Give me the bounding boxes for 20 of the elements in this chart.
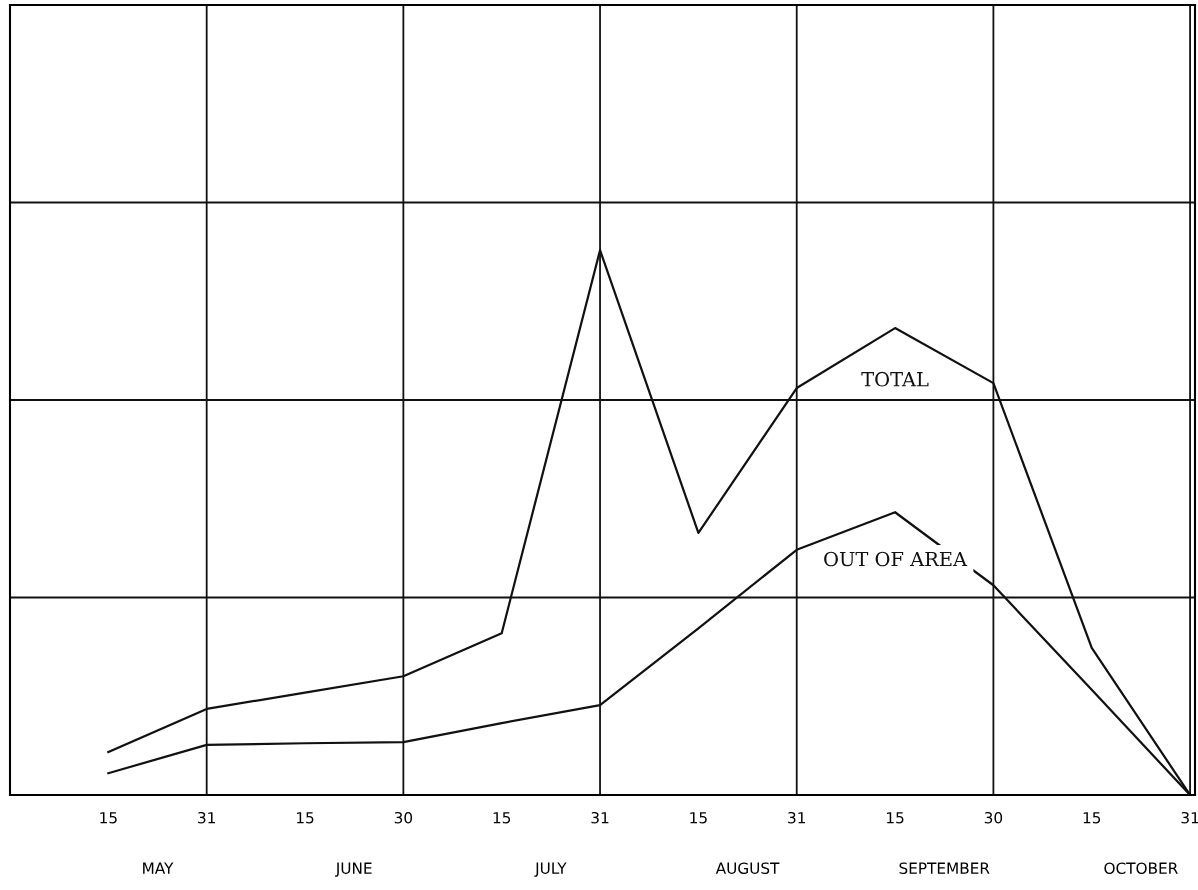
- text: SEPTEMBER: [899, 862, 990, 874]
- x-tick-label: 15: [690, 812, 707, 824]
- x-tick-label: 15: [887, 812, 904, 824]
- text: OCTOBER: [1104, 862, 1178, 874]
- series-label: TOTAL: [861, 371, 929, 387]
- x-tick-label: 15: [100, 812, 117, 824]
- x-tick-label: 30: [394, 811, 413, 824]
- x-tick-label: 30: [984, 811, 1003, 824]
- x-tick-label: 31: [788, 811, 806, 824]
- text: MAY: [143, 862, 174, 874]
- x-tick-label: 15: [1083, 812, 1101, 824]
- series-label: OUT OF AREA: [824, 551, 968, 567]
- text: JULY: [534, 862, 567, 877]
- x-tick-label: 15: [493, 812, 511, 824]
- x-tick-label: 15: [296, 812, 314, 824]
- x-tick-label: 31: [1181, 811, 1198, 824]
- text: JUNE: [335, 862, 372, 877]
- x-tick-label: 31: [198, 811, 215, 824]
- text: AUGUST: [715, 862, 780, 874]
- x-tick-label: 31: [591, 811, 609, 824]
